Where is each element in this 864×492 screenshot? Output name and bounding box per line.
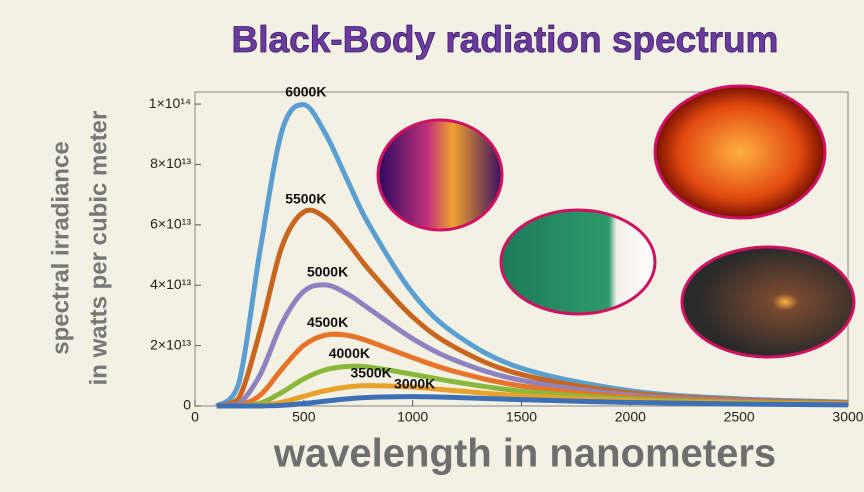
series-label: 4000K <box>329 345 370 361</box>
photos <box>378 86 854 357</box>
wire-photo <box>682 247 854 357</box>
x-tick-label: 2000 <box>615 409 646 425</box>
series-label: 3000K <box>394 375 435 391</box>
series-label: 3500K <box>351 364 392 380</box>
x-tick-label: 1000 <box>397 409 428 425</box>
x-tick-label: 0 <box>191 409 199 425</box>
x-tick-label: 500 <box>292 409 316 425</box>
chart-title: Black-Body radiation spectrum <box>232 19 779 60</box>
series-label: 6000K <box>285 83 326 99</box>
thermal-photo <box>378 120 502 230</box>
sun-photo <box>655 86 825 218</box>
y-tick-label: 4×10¹³ <box>150 276 191 292</box>
y-axis-label: spectral irradiance <box>47 141 74 354</box>
chart: Black-Body radiation spectrum spectral i… <box>0 0 864 492</box>
series-label: 5500K <box>285 191 326 207</box>
y-tick-label: 0 <box>183 397 191 413</box>
y-tick-label: 6×10¹³ <box>150 216 191 232</box>
y-tick-label: 2×10¹³ <box>150 336 191 352</box>
y-axis-label: in watts per cubic meter <box>85 111 112 386</box>
y-tick-label: 8×10¹³ <box>150 155 191 171</box>
series-label: 4500K <box>307 314 348 330</box>
series-label: 5000K <box>307 264 348 280</box>
x-tick-label: 3000 <box>832 409 863 425</box>
y-tick-label: 1×10¹⁴ <box>149 95 191 111</box>
x-tick-label: 1500 <box>506 409 537 425</box>
x-tick-label: 2500 <box>724 409 755 425</box>
stove-photo <box>501 210 655 314</box>
x-axis-label: wavelength in nanometers <box>273 432 776 476</box>
